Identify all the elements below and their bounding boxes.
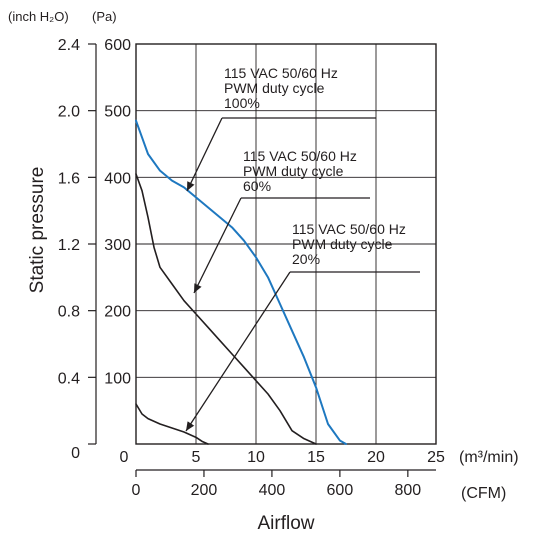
series-line-2: [135, 173, 317, 445]
x-tick-labels: 0 5 10 15 20 25: [120, 449, 445, 466]
x-tick-label: 5: [192, 449, 201, 466]
y-tick-label-inch: 0: [71, 445, 80, 462]
x-unit-secondary-label: (CFM): [461, 485, 506, 502]
annotation-1-line-2: PWM duty cycle: [224, 80, 325, 96]
y-tick-label-pa: 400: [104, 170, 131, 187]
cfm-axis: 0 200 400 600 800: [132, 469, 436, 499]
annotation-1-line-3: 100%: [224, 95, 260, 111]
y-tick-label-inch: 0.8: [58, 304, 80, 321]
y-tick-label-inch: 2.4: [58, 37, 80, 54]
y-tick-label-pa: 200: [104, 304, 131, 321]
y-axis-left: [88, 43, 97, 445]
y-unit-right-label: (Pa): [92, 9, 117, 24]
x-axis-title: Airflow: [257, 513, 314, 534]
plot-frame: [135, 43, 437, 445]
annotation-1-arrow: [186, 117, 223, 192]
annotation-1-line-1: 115 VAC 50/60 Hz: [224, 65, 338, 81]
x-tick-label: 15: [307, 449, 325, 466]
y-tick-label-inch: 1.6: [58, 170, 80, 187]
cfm-tick-label: 200: [191, 482, 218, 499]
cfm-tick-label: 800: [394, 482, 421, 499]
annotation-3-line-3: 20%: [292, 251, 320, 267]
y-tick-label-pa: 600: [104, 37, 131, 54]
annotation-2-line-3: 60%: [243, 178, 271, 194]
x-tick-label: 0: [120, 449, 129, 466]
annotation-3-line-1: 115 VAC 50/60 Hz: [292, 221, 406, 237]
series-line-3: [135, 403, 209, 445]
annotation-2-line-2: PWM duty cycle: [243, 163, 344, 179]
grid: [136, 44, 436, 444]
y-tick-label-inch: 1.2: [58, 237, 80, 254]
series-line-1: [135, 119, 347, 445]
x-unit-primary-label: (m³/min): [459, 449, 519, 466]
cfm-tick-label: 400: [259, 482, 286, 499]
cfm-tick-label: 600: [327, 482, 354, 499]
y-tick-label-pa: 100: [104, 370, 131, 387]
x-tick-label: 25: [427, 449, 445, 466]
annotation-2-line-1: 115 VAC 50/60 Hz: [243, 148, 357, 164]
x-tick-label: 10: [247, 449, 265, 466]
annotation-3-line-2: PWM duty cycle: [292, 236, 393, 252]
x-tick-label: 20: [367, 449, 385, 466]
series-layer: [135, 119, 347, 445]
y-tick-label-pa: 300: [104, 237, 131, 254]
cfm-tick-label: 0: [132, 482, 141, 499]
y-tick-label-inch: 2.0: [58, 104, 80, 121]
annotation-2-arrow: [193, 197, 242, 294]
y-tick-label-pa: 500: [104, 104, 131, 121]
annotation-3-arrow: [185, 271, 291, 432]
y-tick-labels-inch: 2.4 2.0 1.6 1.2 0.8 0.4 0: [58, 37, 80, 462]
y-unit-left-label: (inch H₂O): [8, 9, 69, 24]
y-tick-label-inch: 0.4: [58, 370, 80, 387]
y-tick-labels-pa: 600 500 400 300 200 100: [104, 37, 131, 387]
y-axis-title: Static pressure: [27, 167, 48, 294]
